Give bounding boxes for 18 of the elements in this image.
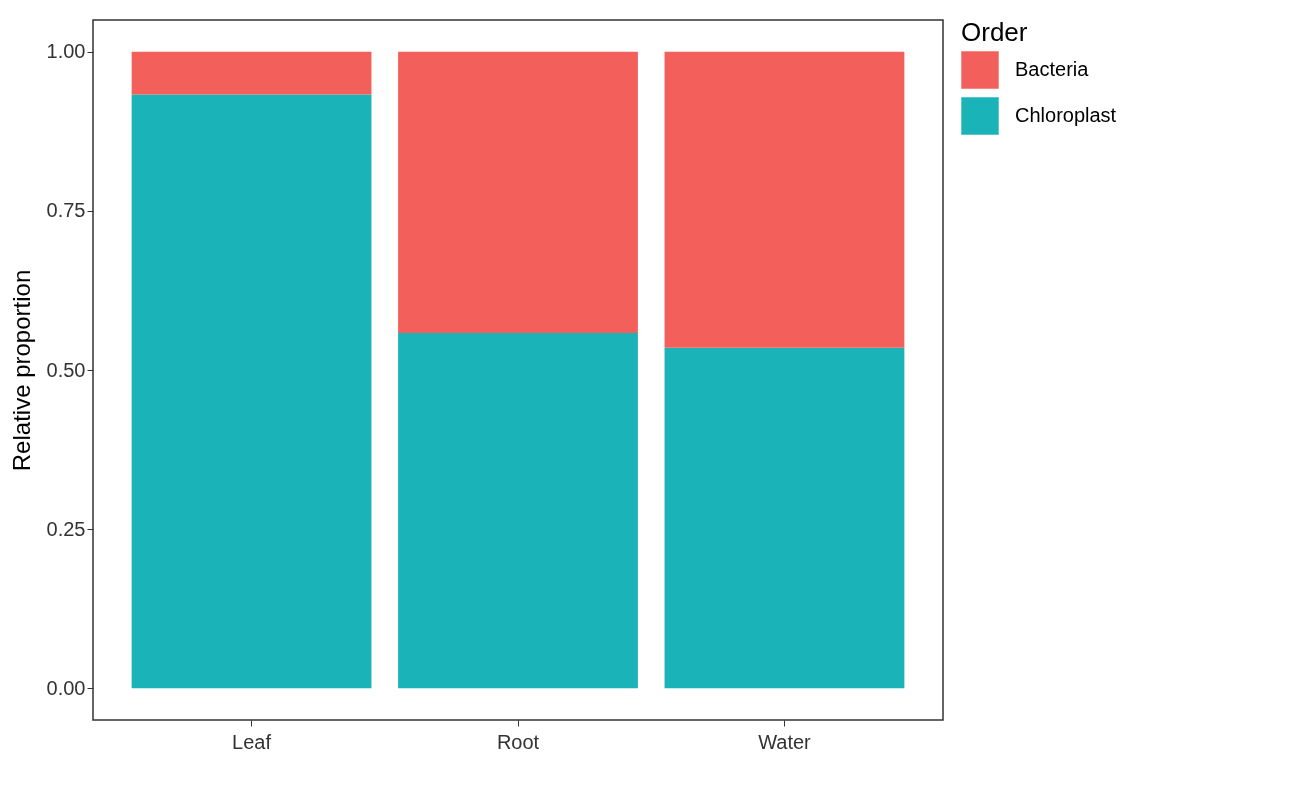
- bar: [398, 333, 638, 689]
- y-axis-title: Relative proportion: [7, 269, 35, 472]
- legend-title: Order: [961, 17, 1028, 47]
- bar: [398, 51, 638, 334]
- bar: [131, 51, 372, 95]
- x-tick-label: Leaf: [232, 730, 272, 753]
- bar: [131, 94, 372, 689]
- y-tick-label: 0.50: [46, 358, 86, 381]
- legend-label: Chloroplast: [1015, 104, 1117, 126]
- y-tick-label: 0.25: [46, 517, 86, 540]
- legend-label: Bacteria: [1015, 58, 1090, 80]
- x-tick-label: Water: [758, 730, 812, 753]
- x-tick-label: Root: [496, 730, 540, 753]
- y-tick-label: 0.00: [46, 676, 86, 699]
- bar: [664, 51, 905, 348]
- bar: [664, 347, 905, 689]
- y-tick-label: 1.00: [46, 40, 86, 63]
- y-tick-label: 0.75: [46, 199, 86, 222]
